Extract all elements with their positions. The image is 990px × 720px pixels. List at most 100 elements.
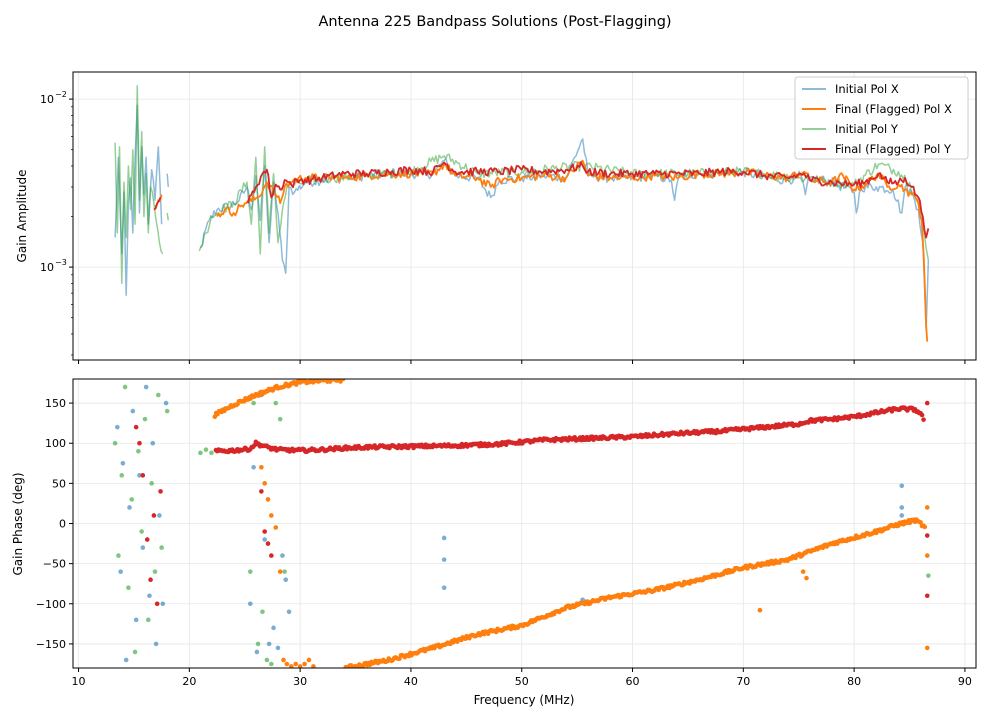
phase-point-final-flagged-pol-y xyxy=(137,440,142,446)
x-tick-label: 90 xyxy=(958,675,972,688)
phase-point-final-flagged-pol-y xyxy=(259,489,264,494)
phase-point-initial-pol-x xyxy=(899,505,905,510)
amplitude-line-final-flagged-pol-x xyxy=(216,159,929,342)
phase-point-initial-pol-y xyxy=(273,400,279,406)
phase-point-final-flagged-pol-x xyxy=(302,661,307,667)
phase-point-initial-pol-y xyxy=(203,447,209,452)
phase-point-final-flagged-pol-x xyxy=(306,657,312,663)
phase-y-axis-label: Gain Phase (deg) xyxy=(11,472,25,575)
phase-point-final-flagged-pol-x xyxy=(804,575,809,581)
phase-point-initial-pol-x xyxy=(118,569,123,574)
phase-point-initial-pol-x xyxy=(150,440,156,446)
amplitude-y-tick-exponent: −2 xyxy=(55,90,67,99)
phase-point-initial-pol-x xyxy=(120,460,126,466)
phase-point-final-flagged-pol-x xyxy=(259,465,264,470)
phase-point-initial-pol-x xyxy=(899,513,905,518)
phase-point-initial-pol-y xyxy=(156,392,161,398)
legend-label-final-x: Final (Flagged) Pol X xyxy=(835,102,952,116)
amplitude-y-axis-label: Gain Amplitude xyxy=(15,170,29,263)
phase-point-final-flagged-pol-y xyxy=(924,593,930,599)
legend: Initial Pol X Final (Flagged) Pol X Init… xyxy=(794,76,969,160)
x-tick-label: 40 xyxy=(404,675,418,688)
phase-point-initial-pol-x xyxy=(247,601,253,607)
phase-point-final-flagged-pol-x xyxy=(340,379,346,382)
phase-point-initial-pol-y xyxy=(264,657,270,663)
phase-y-ticks: −150 −100 −50 0 50 100 150 xyxy=(36,397,73,651)
phase-point-final-flagged-pol-y xyxy=(262,529,267,534)
phase-point-initial-pol-x xyxy=(127,505,132,510)
phase-point-initial-pol-x xyxy=(283,577,289,582)
phase-point-initial-pol-x xyxy=(115,424,120,430)
phase-y-tick-label: 150 xyxy=(45,397,66,410)
phase-point-initial-pol-x xyxy=(254,649,260,655)
phase-point-final-flagged-pol-x xyxy=(297,664,303,668)
phase-point-final-flagged-pol-y xyxy=(151,513,157,518)
phase-point-initial-pol-x xyxy=(899,483,905,489)
phase-point-initial-pol-y xyxy=(282,569,287,574)
phase-y-tick-label: 0 xyxy=(59,518,66,531)
amplitude-y-tick-label: 10 xyxy=(40,93,54,106)
phase-point-final-flagged-pol-y xyxy=(269,553,274,558)
amplitude-series xyxy=(114,85,930,342)
phase-point-initial-pol-x xyxy=(137,473,142,478)
amplitude-line-initial-pol-y xyxy=(166,212,170,221)
x-tick-label: 30 xyxy=(293,675,307,688)
phase-point-final-flagged-pol-y xyxy=(924,400,930,406)
amplitude-x-ticks xyxy=(78,360,966,364)
phase-point-initial-pol-y xyxy=(277,416,283,422)
phase-point-initial-pol-x xyxy=(262,537,267,542)
x-tick-label: 80 xyxy=(847,675,861,688)
phase-point-final-flagged-pol-x xyxy=(922,524,928,530)
legend-label-final-y: Final (Flagged) Pol Y xyxy=(835,142,952,156)
x-tick-label: 60 xyxy=(626,675,640,688)
phase-point-initial-pol-x xyxy=(140,545,146,550)
phase-point-final-flagged-pol-x xyxy=(265,497,271,502)
phase-point-initial-pol-y xyxy=(926,573,931,578)
phase-point-initial-pol-y xyxy=(139,529,144,534)
phase-point-initial-pol-y xyxy=(164,408,170,414)
amplitude-panel: 10−210−3 Gain Amplitude Initial Pol X Fi… xyxy=(15,71,977,364)
phase-point-final-flagged-pol-x xyxy=(924,645,930,651)
phase-point-final-flagged-pol-y xyxy=(133,424,139,430)
phase-point-initial-pol-y xyxy=(116,553,121,558)
phase-y-tick-label: −50 xyxy=(43,558,66,571)
phase-point-initial-pol-x xyxy=(147,593,152,599)
phase-series xyxy=(112,379,931,668)
amplitude-line-initial-pol-x xyxy=(199,138,930,332)
phase-point-final-flagged-pol-y xyxy=(265,541,271,546)
amplitude-line-final-flagged-pol-y xyxy=(247,161,930,239)
amplitude-line-initial-pol-x xyxy=(166,173,170,188)
phase-point-initial-pol-y xyxy=(247,569,253,574)
phase-y-tick-label: −100 xyxy=(36,598,66,611)
phase-point-final-flagged-pol-x xyxy=(281,657,286,663)
phase-point-initial-pol-y xyxy=(126,585,131,591)
phase-point-initial-pol-y xyxy=(119,473,125,478)
phase-point-final-flagged-pol-y xyxy=(924,533,930,538)
phase-point-initial-pol-y xyxy=(159,545,164,550)
phase-point-initial-pol-y xyxy=(149,481,154,486)
amplitude-y-tick-label: 10 xyxy=(40,261,54,274)
phase-point-final-flagged-pol-x xyxy=(918,520,923,525)
phase-point-initial-pol-y xyxy=(255,641,261,647)
chart-title: Antenna 225 Bandpass Solutions (Post-Fla… xyxy=(318,14,671,30)
phase-point-final-flagged-pol-x xyxy=(293,661,299,667)
phase-point-initial-pol-x xyxy=(160,601,166,607)
legend-label-initial-y: Initial Pol Y xyxy=(835,122,899,136)
phase-point-initial-pol-x xyxy=(286,609,292,615)
phase-point-initial-pol-x xyxy=(133,617,139,623)
amplitude-y-tick-exponent: −3 xyxy=(55,258,67,267)
phase-point-final-flagged-pol-y xyxy=(921,417,926,422)
phase-y-tick-label: 50 xyxy=(52,477,66,490)
legend-box xyxy=(794,76,969,160)
x-tick-label: 50 xyxy=(515,675,529,688)
phase-point-final-flagged-pol-x xyxy=(757,607,763,613)
phase-point-initial-pol-y xyxy=(146,617,151,623)
phase-point-initial-pol-x xyxy=(441,585,447,591)
phase-point-initial-pol-y xyxy=(198,450,203,456)
phase-point-initial-pol-x xyxy=(157,513,162,518)
phase-point-initial-pol-x xyxy=(130,408,136,414)
phase-point-initial-pol-y xyxy=(112,440,118,446)
phase-point-initial-pol-x xyxy=(123,657,129,663)
